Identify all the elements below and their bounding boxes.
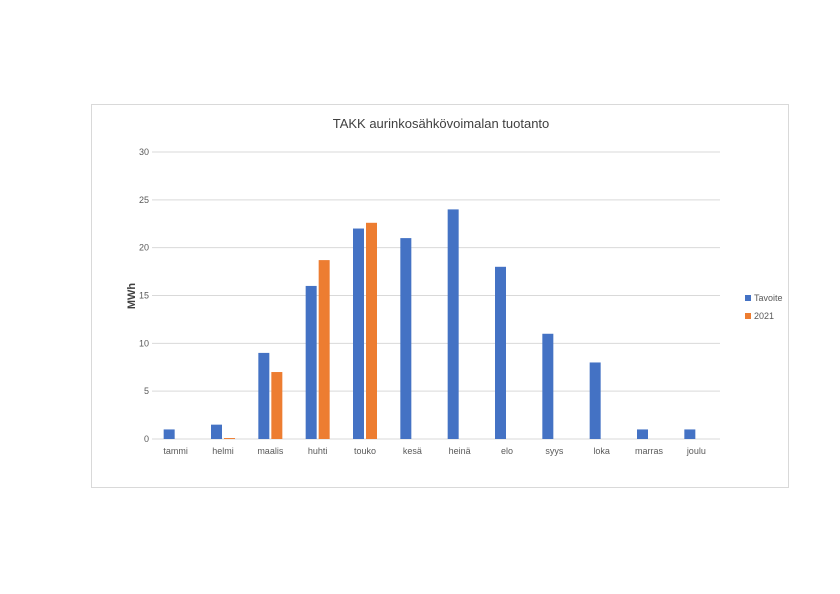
x-tick-label: tammi <box>163 446 188 456</box>
y-tick-label: 30 <box>139 147 149 157</box>
bar-tavoite-helmi <box>211 424 222 439</box>
legend-swatch-2021 <box>745 313 751 319</box>
bar-tavoite-tammi <box>163 429 175 439</box>
bar-tavoite-syys <box>542 333 554 439</box>
x-tick-label: elo <box>501 446 513 456</box>
x-tick-label: syys <box>545 446 564 456</box>
legend-label-2021: 2021 <box>754 311 774 321</box>
y-tick-label: 25 <box>139 195 149 205</box>
chart-title: TAKK aurinkosähkövoimalan tuotanto <box>333 116 550 131</box>
y-tick-label: 20 <box>139 243 149 253</box>
x-tick-label: loka <box>593 446 610 456</box>
bar-tavoite-huhti <box>305 285 317 439</box>
bar-2021-helmi <box>224 438 235 439</box>
x-tick-label: heinä <box>449 446 471 456</box>
x-tick-label: joulu <box>686 446 706 456</box>
bar-tavoite-kesä <box>400 238 412 439</box>
bar-tavoite-maalis <box>258 352 270 439</box>
bar-2021-touko <box>366 222 377 439</box>
gridlines <box>152 151 720 440</box>
chart-svg: TAKK aurinkosähkövoimalan tuotanto MWh 0… <box>126 116 783 456</box>
bars <box>163 209 696 439</box>
bar-tavoite-loka <box>589 362 601 439</box>
y-tick-label: 10 <box>139 338 149 348</box>
bar-2021-maalis <box>271 372 283 439</box>
x-tick-label: maalis <box>257 446 284 456</box>
bar-2021-huhti <box>318 260 330 439</box>
x-tick-label: marras <box>635 446 664 456</box>
bar-tavoite-marras <box>637 429 648 439</box>
legend: Tavoite 2021 <box>745 293 783 321</box>
y-tick-label: 5 <box>144 386 149 396</box>
x-tick-label: huhti <box>308 446 328 456</box>
bar-tavoite-joulu <box>684 429 696 439</box>
y-tick-label: 0 <box>144 434 149 444</box>
legend-label-tavoite: Tavoite <box>754 293 783 303</box>
x-tick-label: kesä <box>403 446 422 456</box>
bar-tavoite-touko <box>353 228 364 439</box>
bar-tavoite-heinä <box>447 209 459 439</box>
x-tick-labels: tammi helmi maalis huhti touko kesä heinä elo sy… <box>163 446 705 456</box>
bar-tavoite-elo <box>495 266 506 439</box>
chart-frame: TAKK aurinkosähkövoimalan tuotanto MWh 0… <box>91 104 789 488</box>
x-tick-label: touko <box>354 446 376 456</box>
y-tick-label: 15 <box>139 291 149 301</box>
y-axis-label: MWh <box>126 283 138 310</box>
legend-swatch-tavoite <box>745 295 751 301</box>
y-tick-labels: 0 5 10 15 20 25 30 <box>139 147 149 444</box>
x-tick-label: helmi <box>212 446 234 456</box>
